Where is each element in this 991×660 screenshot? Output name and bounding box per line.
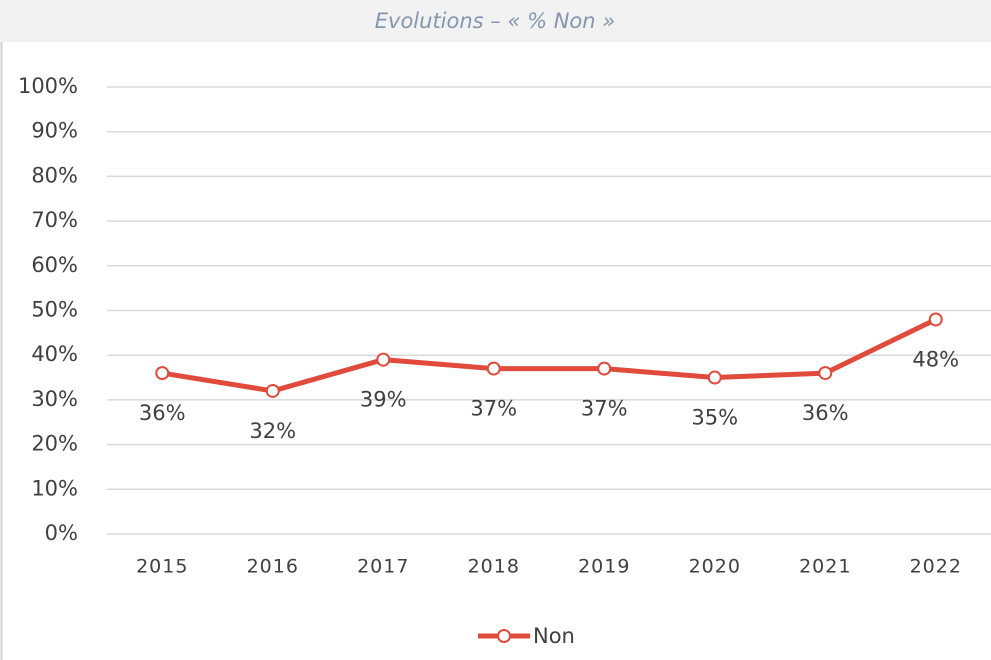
data-label: 36% [139, 401, 186, 425]
x-tick-label: 2022 [910, 556, 962, 578]
point-marker [818, 366, 833, 381]
y-tick-label: 30% [31, 387, 78, 411]
x-tick-label: 2015 [136, 556, 188, 578]
chart-title: Evolutions – « % Non » [375, 9, 615, 33]
x-tick-label: 2019 [578, 556, 630, 578]
point-marker [597, 361, 612, 376]
legend-marker [497, 629, 511, 643]
y-tick-label: 70% [31, 208, 78, 232]
series-line [161, 317, 937, 394]
x-tick-label: 2016 [247, 556, 299, 578]
legend-label: Non [533, 624, 575, 648]
x-tick-label: 2021 [799, 556, 851, 578]
data-label: 35% [691, 406, 738, 430]
y-tick-label: 10% [31, 476, 78, 500]
data-label: 48% [912, 347, 959, 371]
y-tick-label: 40% [31, 342, 78, 366]
data-label: 37% [470, 397, 517, 421]
y-tick-label: 90% [31, 119, 78, 143]
data-label: 37% [581, 397, 628, 421]
point-marker [155, 366, 170, 381]
data-label: 39% [360, 388, 407, 412]
y-tick-label: 50% [31, 298, 78, 322]
x-tick-label: 2017 [357, 556, 409, 578]
data-label: 32% [249, 419, 296, 443]
y-tick-label: 20% [31, 432, 78, 456]
point-marker [265, 383, 280, 398]
y-tick-label: 100% [18, 74, 78, 98]
title-band [0, 0, 991, 42]
point-marker [376, 352, 391, 367]
data-label: 36% [802, 401, 849, 425]
point-marker [707, 370, 722, 385]
y-tick-label: 0% [45, 521, 78, 545]
y-tick-label: 60% [31, 253, 78, 277]
x-tick-label: 2018 [468, 556, 520, 578]
point-marker [486, 361, 501, 376]
x-tick-label: 2020 [689, 556, 741, 578]
y-tick-label: 80% [31, 163, 78, 187]
point-marker [928, 312, 943, 327]
